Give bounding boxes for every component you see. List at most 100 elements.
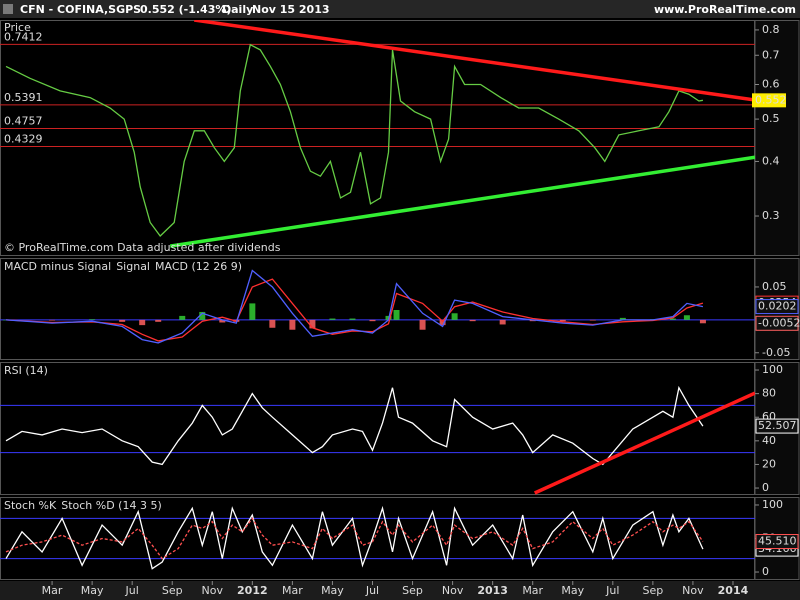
plot-area xyxy=(0,20,755,248)
histogram-bar xyxy=(49,319,56,321)
header-bar xyxy=(0,0,800,18)
header-icon xyxy=(3,4,13,14)
trend-line xyxy=(194,20,755,102)
histogram-bar xyxy=(89,319,96,320)
legend-entry: Stoch %K xyxy=(4,499,57,512)
last-value-box xyxy=(755,315,799,331)
x-tick-label: Jul xyxy=(605,584,619,597)
period: Daily xyxy=(222,3,253,16)
last-value-box xyxy=(755,299,799,315)
y-tick-label: 100 xyxy=(762,498,783,511)
histogram-bar xyxy=(369,319,376,322)
last-value-label: 45.510 xyxy=(758,535,797,548)
plot-area xyxy=(0,385,755,495)
histogram-bar xyxy=(469,319,476,322)
histogram-bar xyxy=(289,319,296,330)
series-line xyxy=(5,505,704,570)
series-line xyxy=(5,269,704,344)
x-tick-label: Mar xyxy=(282,584,303,597)
histogram-bar xyxy=(155,319,162,322)
x-tick-label: 2012 xyxy=(237,584,268,597)
histogram-bar xyxy=(669,318,676,320)
panel xyxy=(0,362,755,495)
y-tick-label: 0.3 xyxy=(762,209,780,222)
y-tick-label: 0.7 xyxy=(762,48,780,61)
last-value-box xyxy=(752,93,786,108)
y-tick-label: 100 xyxy=(762,363,783,376)
x-tick-label: Mar xyxy=(42,584,63,597)
x-tick-label: May xyxy=(81,584,104,597)
histogram-bar xyxy=(683,315,690,320)
histogram-bar xyxy=(269,319,276,328)
y-tick-label: 0.05 xyxy=(762,280,787,293)
x-tick-label: Mar xyxy=(522,584,543,597)
histogram-bar xyxy=(419,319,426,330)
histogram-bar xyxy=(179,315,186,320)
y-tick-label: 0.8 xyxy=(762,23,780,36)
level-label: 0.7412 xyxy=(4,30,43,43)
level-label: 0.4757 xyxy=(4,115,43,128)
histogram-bar xyxy=(119,319,126,322)
y-tick-label: 20 xyxy=(762,457,776,470)
histogram-bar xyxy=(393,309,400,320)
histogram-bar xyxy=(219,319,226,323)
site: www.ProRealTime.com xyxy=(654,3,796,16)
date: Nov 15 2013 xyxy=(252,3,330,16)
histogram-bar xyxy=(309,319,316,329)
histogram-bar xyxy=(699,319,706,324)
histogram-bar xyxy=(249,303,256,320)
legend-entry: RSI (14) xyxy=(4,364,48,377)
x-tick-label: Sep xyxy=(642,584,663,597)
y-tick-label: 0.6 xyxy=(762,78,780,91)
legend-entry: MACD (12 26 9) xyxy=(155,260,242,273)
legend-entry: Signal xyxy=(116,260,150,273)
histogram-bar xyxy=(451,313,458,320)
level-label: 0.4329 xyxy=(4,132,43,145)
y-tick-label: 80 xyxy=(762,387,776,400)
x-tick-label: Nov xyxy=(442,584,464,597)
histogram-bar xyxy=(139,319,146,326)
x-tick-label: Nov xyxy=(202,584,224,597)
quote: 0.552 (-1.43%) xyxy=(140,3,231,16)
last-value-box xyxy=(755,534,799,550)
level-label: 0.5391 xyxy=(4,91,43,104)
panel xyxy=(0,258,755,360)
last-value-label: 52.507 xyxy=(758,419,797,432)
trend-line xyxy=(169,155,755,248)
panel-note: © ProRealTime.com Data adjusted after di… xyxy=(4,241,281,254)
panel xyxy=(0,20,755,256)
last-value-label: 0.552 xyxy=(755,93,787,106)
histogram-bar xyxy=(559,319,566,322)
last-value-box xyxy=(755,418,799,434)
plot-area xyxy=(0,269,755,344)
x-tick-label: 2013 xyxy=(477,584,508,597)
x-axis-bar xyxy=(0,581,800,600)
histogram-bar xyxy=(619,317,626,320)
y-tick-label: 0.4 xyxy=(762,154,780,167)
symbol: CFN - COFINA,SGPS xyxy=(20,3,141,16)
trend-line xyxy=(533,391,755,495)
x-tick-label: May xyxy=(561,584,584,597)
x-tick-label: Jul xyxy=(125,584,139,597)
series-line xyxy=(5,517,704,560)
y-tick-label: 40 xyxy=(762,434,776,447)
plot-area xyxy=(0,505,755,570)
histogram-bar xyxy=(439,319,446,326)
legend-entry: Stoch %D (14 3 5) xyxy=(61,499,162,512)
y-tick-label: 0 xyxy=(762,565,769,578)
x-tick-label: Jul xyxy=(365,584,379,597)
panel-title: Price xyxy=(4,21,31,34)
histogram-bar xyxy=(329,318,336,320)
x-tick-label: May xyxy=(321,584,344,597)
histogram-bar xyxy=(199,311,206,320)
header: CFN - COFINA,SGPS 0.552 (-1.43%) Daily N… xyxy=(3,3,796,16)
histogram-bar xyxy=(589,319,596,321)
x-tick-label: Sep xyxy=(162,584,183,597)
series-line xyxy=(5,43,704,237)
y-tick-label: 0 xyxy=(762,481,769,494)
x-tick-label: Sep xyxy=(402,584,423,597)
y-tick-label: 0.5 xyxy=(762,112,780,125)
last-value-label: 0.0202 xyxy=(758,300,797,313)
y-tick-label: -0.05 xyxy=(762,346,790,359)
